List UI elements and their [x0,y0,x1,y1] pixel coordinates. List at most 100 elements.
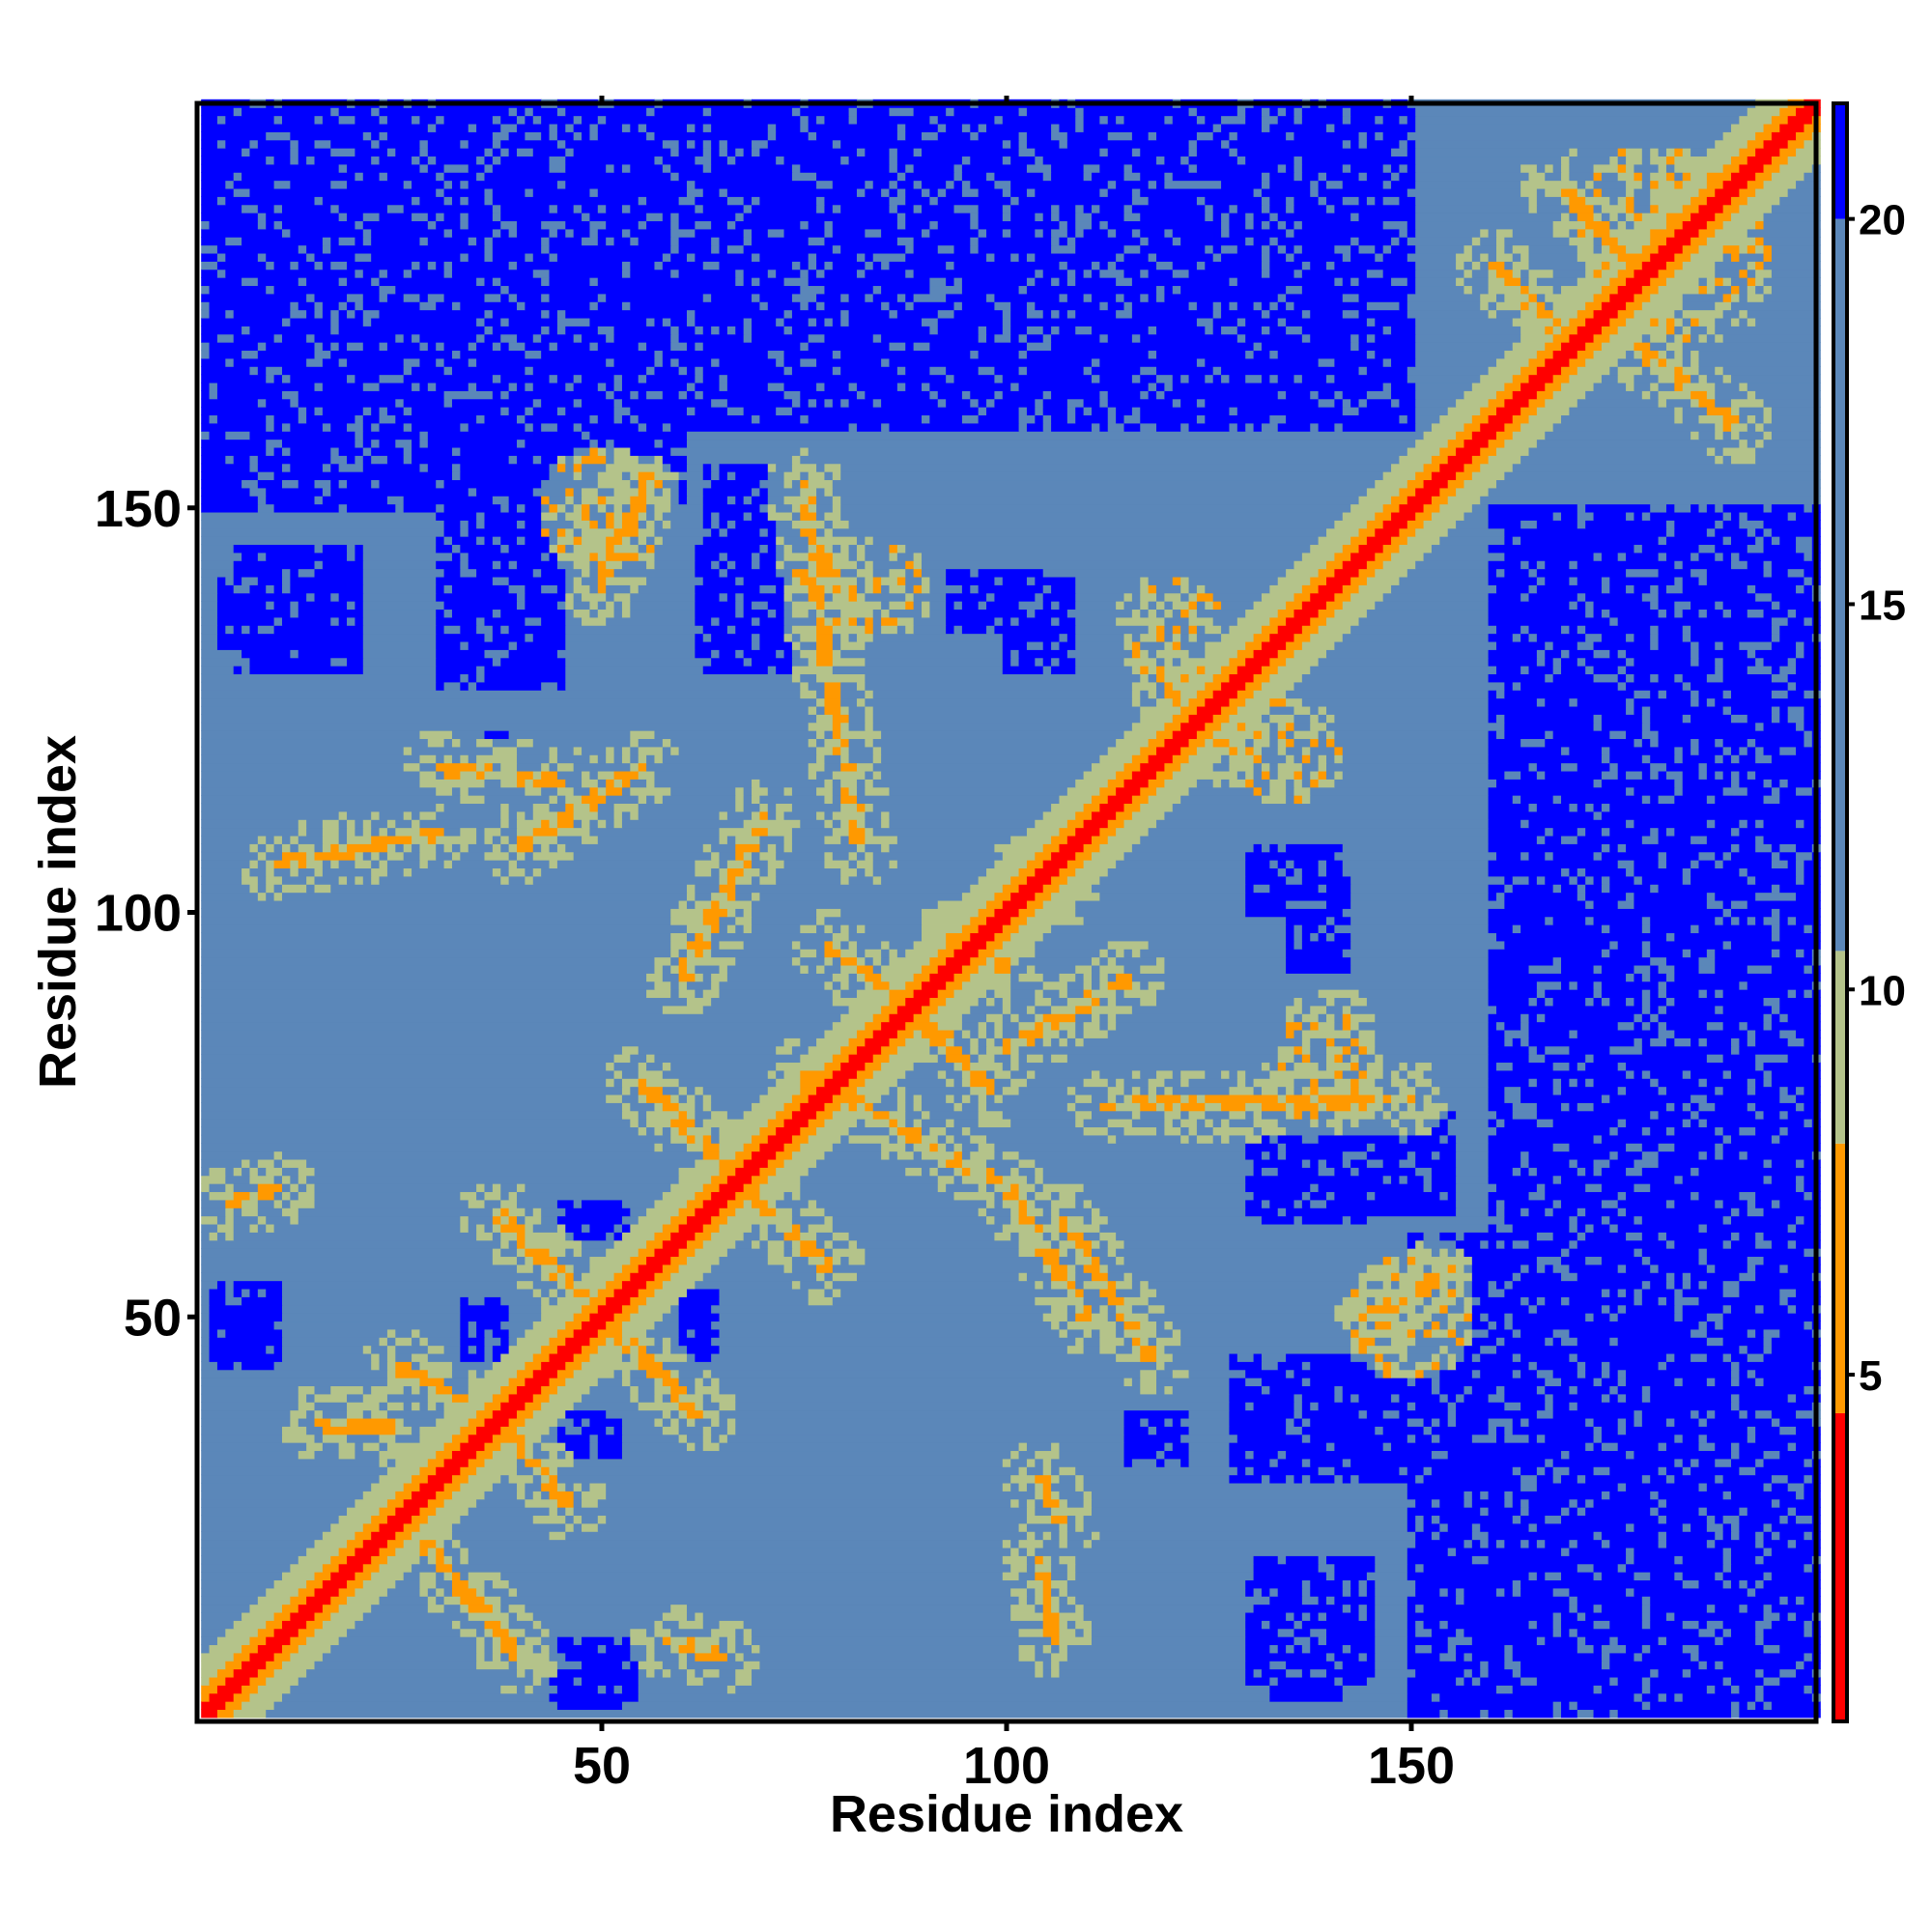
heatmap-cell [1334,1385,1344,1395]
heatmap-cell [719,1134,753,1144]
heatmap-cell [613,1313,631,1322]
heatmap-cell [970,1045,980,1055]
heatmap-cell [314,1539,348,1548]
heatmap-cell [1739,1466,1756,1476]
heatmap-cell [848,1005,882,1014]
heatmap-cell [201,1644,211,1654]
heatmap-cell [443,1555,453,1565]
heatmap-cell [589,1296,607,1306]
heatmap-cell [1261,1086,1279,1095]
heatmap-cell [1731,1378,1740,1387]
heatmap-cell [646,1239,664,1249]
heatmap-cell [994,1199,1004,1208]
heatmap-cell [500,1321,534,1330]
heatmap-cell [670,1369,680,1378]
heatmap-cell [896,1045,930,1055]
heatmap-cell [1059,1232,1068,1241]
heatmap-cell [1083,1498,1093,1508]
heatmap-cell [621,1304,639,1314]
heatmap-cell [776,1199,810,1208]
heatmap-cell [1552,997,1586,1007]
heatmap-cell [1601,1288,1610,1297]
heatmap-cell [1350,1158,1368,1168]
heatmap-cell [937,1143,947,1152]
heatmap-cell [1326,1054,1335,1064]
heatmap-cell [1779,1426,1797,1435]
heatmap-cell [1804,949,1813,958]
heatmap-cell [1123,1328,1157,1338]
heatmap-cell [808,1045,841,1055]
heatmap-cell [654,1644,671,1654]
heatmap-cell [1641,997,1651,1007]
heatmap-cell [719,1183,745,1193]
heatmap-cell [525,1442,534,1452]
heatmap-cell [419,1482,445,1492]
heatmap-cell [1545,1434,1595,1443]
heatmap-cell [1796,1304,1813,1314]
heatmap-cell [1156,1288,1351,1297]
heatmap-cell [201,1628,226,1637]
heatmap-cell [1634,1450,1732,1460]
heatmap-cell [946,1158,963,1168]
heatmap-cell [1002,1151,1020,1160]
heatmap-cell [597,835,721,844]
heatmap-cell [1601,1572,1635,1581]
heatmap-cell [1480,1239,1490,1249]
heatmap-cell [816,1126,850,1136]
heatmap-cell [1593,1223,1610,1233]
heatmap-cell [1617,1086,1627,1095]
heatmap-cell [1358,1078,1376,1088]
heatmap-cell [913,989,939,999]
heatmap-cell [994,892,1011,901]
heatmap-cell [808,1288,826,1297]
heatmap-cell [848,973,858,982]
heatmap-cell [403,1572,421,1581]
heatmap-cell [889,949,898,958]
heatmap-cell [848,860,858,869]
heatmap-cell [1301,1596,1320,1605]
heatmap-cell [201,1661,226,1670]
heatmap-cell [201,1652,235,1662]
heatmap-cell [597,1345,623,1354]
heatmap-cell [330,843,340,853]
heatmap-cell [201,1304,211,1314]
heatmap-cell [541,1466,551,1476]
heatmap-cell [1253,1158,1303,1168]
heatmap-cell [654,980,671,990]
heatmap-cell [517,1442,526,1452]
heatmap-cell [1641,1143,1660,1152]
heatmap-cell [872,1110,891,1120]
heatmap-cell [922,1102,955,1112]
heatmap-cell [386,1555,421,1565]
heatmap-cell [1431,1296,1457,1306]
heatmap-cell [1512,1328,1521,1338]
heatmap-cell [808,1134,841,1144]
heatmap-cell [1609,843,1619,853]
heatmap-cell [767,827,793,837]
heatmap-cell [290,1652,324,1662]
heatmap-cell [1796,1029,1821,1038]
heatmap-cell [386,827,396,837]
heatmap-cell [638,1352,656,1362]
heatmap-cell [1059,884,1093,894]
heatmap-cell [1059,1661,1246,1670]
heatmap-cell [1706,1248,1805,1258]
heatmap-cell [201,1239,501,1249]
heatmap-cell [1075,851,1093,861]
heatmap-cell [719,1313,1044,1322]
heatmap-cell [1641,1256,1651,1265]
heatmap-cell [1180,1094,1190,1103]
heatmap-cell [1585,1361,1603,1371]
heatmap-cell [719,884,736,894]
heatmap-cell [1269,860,1279,869]
heatmap-cell [556,1426,566,1435]
heatmap-cell [621,1685,639,1694]
heatmap-cell [1042,1232,1052,1241]
heatmap-cell [1520,1037,1530,1047]
heatmap-cell [1641,1685,1651,1694]
heatmap-cell [1488,1709,1505,1719]
heatmap-cell [1545,1539,1571,1548]
heatmap-cell [508,1579,1028,1589]
heatmap-cell [1399,1126,1408,1136]
heatmap-cell [525,1491,534,1500]
